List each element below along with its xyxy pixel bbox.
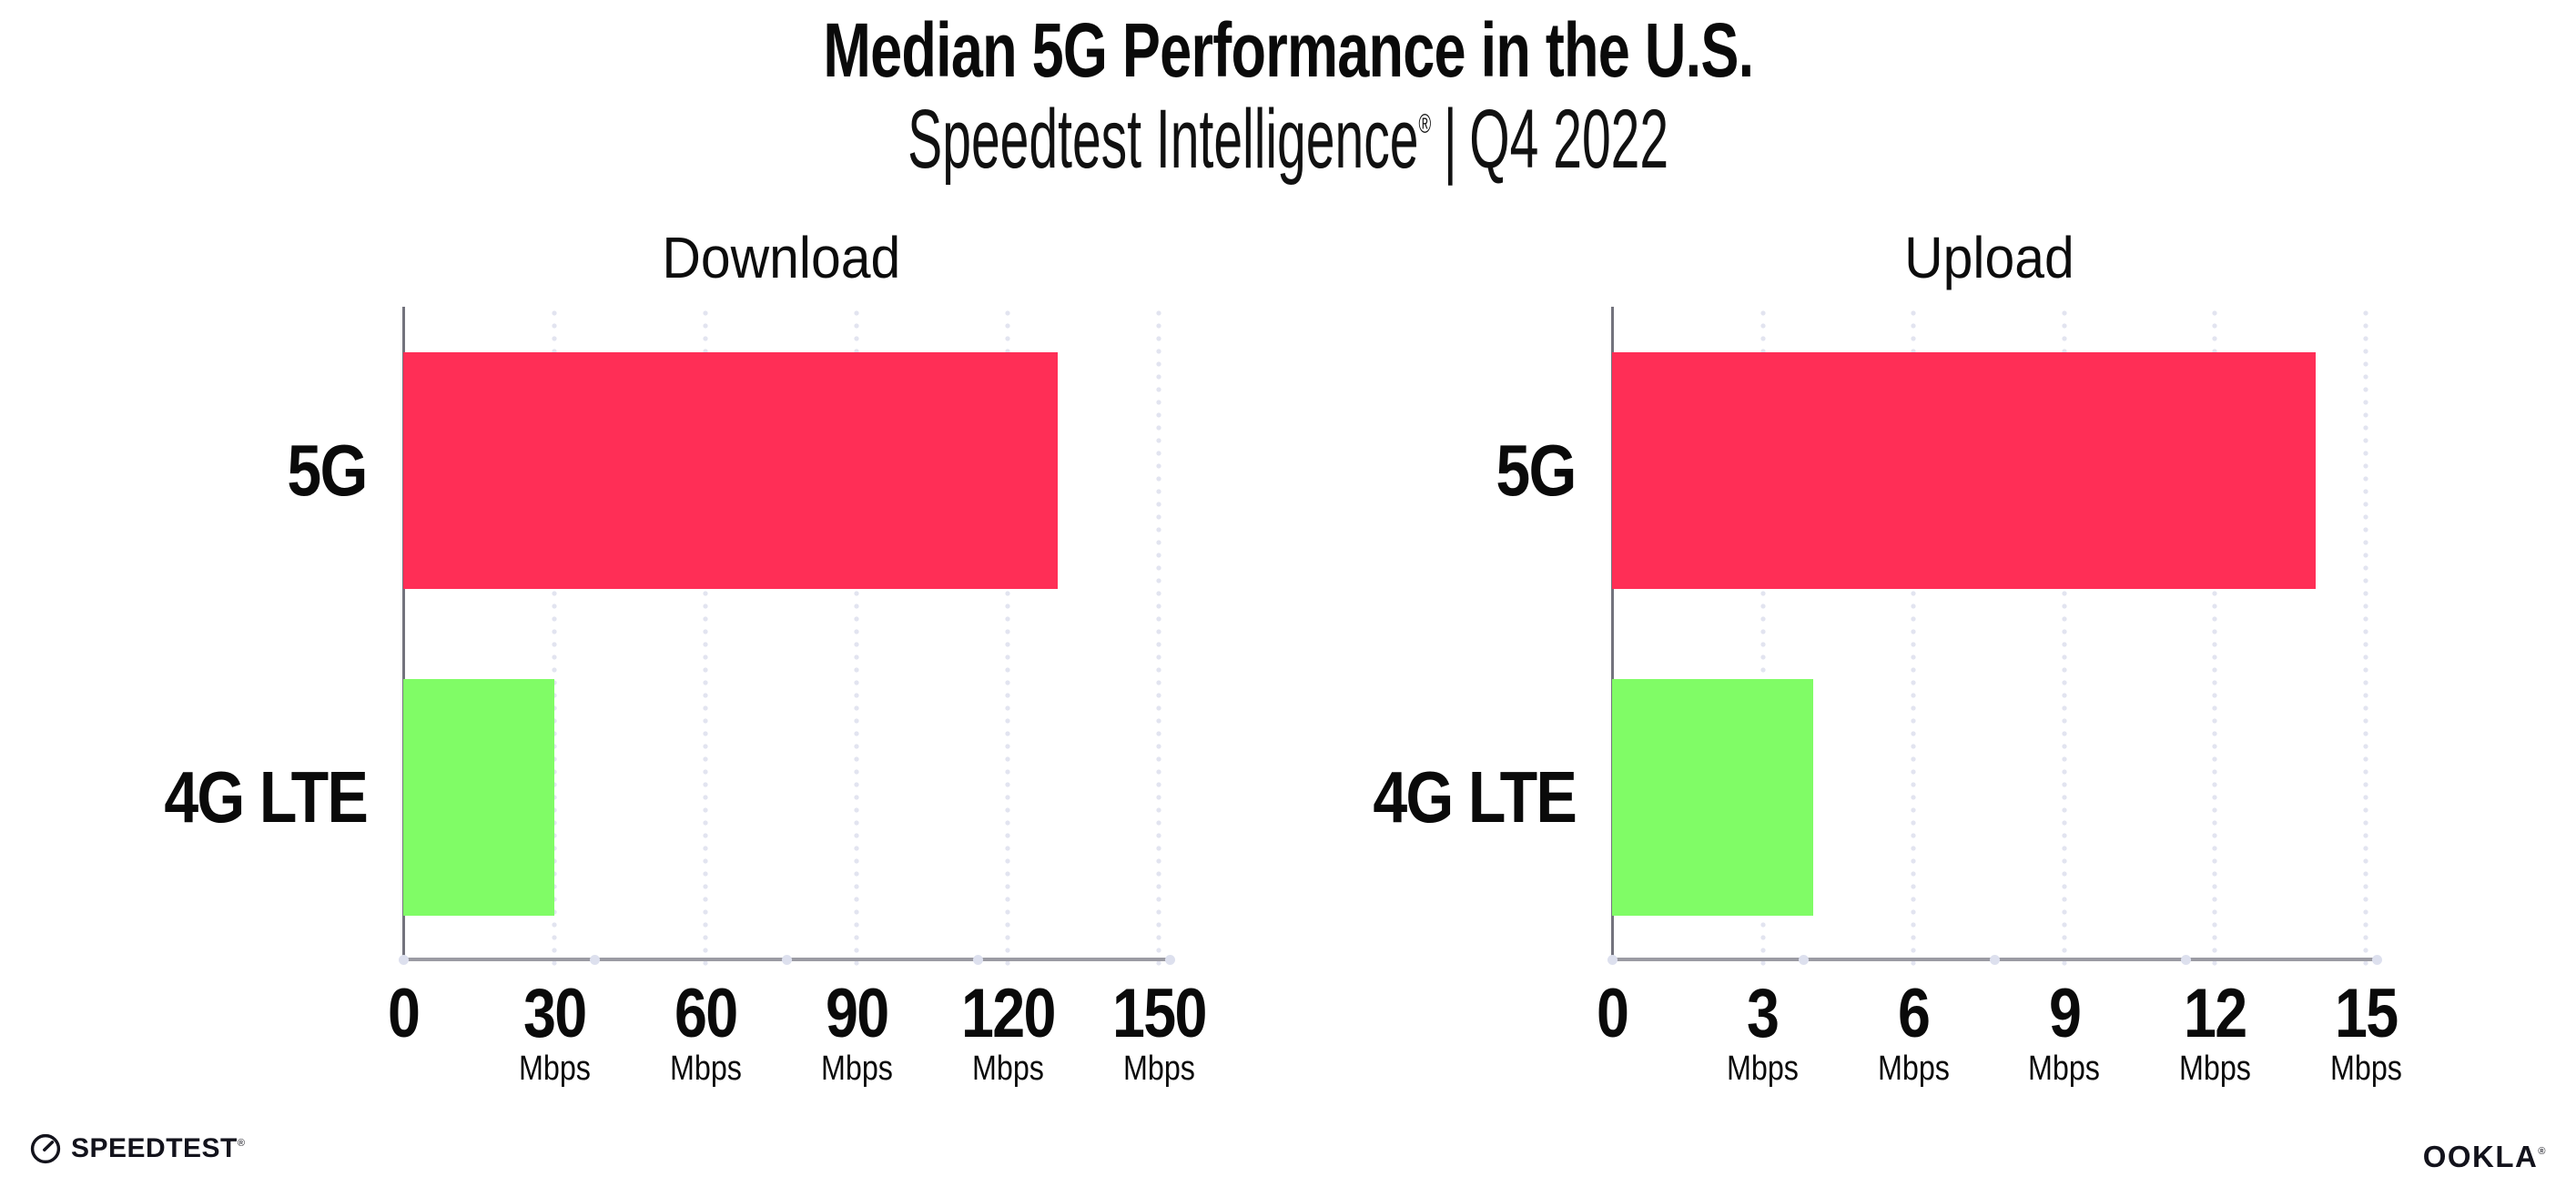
x-tick-unit: Mbps — [2178, 1050, 2251, 1088]
ookla-wordmark: OOKLA — [2422, 1140, 2539, 1173]
upload-chart-title: Upload — [1903, 225, 2074, 290]
bar-5g-download — [403, 352, 1059, 589]
page-subtitle: Speedtest Intelligence® | Q4 2022 — [0, 93, 2576, 186]
x-tick-value: 150 — [1111, 975, 1207, 1052]
x-tick-unit: Mbps — [1727, 1050, 1800, 1088]
x-tick-unit: Mbps — [518, 1050, 591, 1088]
speedtest-reg-mark: ® — [237, 1138, 246, 1149]
gridline-9-mbps — [2061, 307, 2067, 972]
speedometer-gauge-icon — [29, 1132, 62, 1165]
axis-quarter-marker-dot — [1798, 954, 1809, 965]
category-label-4g-lte: 4G LTE — [1373, 756, 1577, 837]
x-tick-unit: Mbps — [1877, 1050, 1950, 1088]
gridline-120-mbps — [1005, 307, 1010, 972]
gridline-15-mbps — [2363, 307, 2368, 972]
x-tick-value: 0 — [1596, 975, 1629, 1052]
x-tick-unit: Mbps — [2329, 1050, 2402, 1088]
download-chart-title: Download — [662, 225, 900, 290]
x-tick-label-12: 12 Mbps — [2078, 975, 2351, 1088]
x-tick-unit: Mbps — [669, 1050, 742, 1088]
x-tick-value: 12 — [2184, 975, 2247, 1052]
x-tick-label-0: 0 — [267, 979, 540, 1049]
axis-quarter-marker-dot — [398, 954, 409, 965]
gridline-60-mbps — [703, 307, 708, 972]
registered-trademark-mark: ® — [1418, 109, 1432, 139]
gridline-6-mbps — [1911, 307, 1917, 972]
gridline-30-mbps — [552, 307, 557, 972]
x-tick-label-15: 15 Mbps — [2229, 975, 2502, 1088]
gridline-3-mbps — [1760, 307, 1766, 972]
x-tick-unit: Mbps — [971, 1050, 1044, 1088]
x-tick-value: 0 — [387, 975, 421, 1052]
gridline-12-mbps — [2212, 307, 2218, 972]
x-tick-label-30: 30 Mbps — [418, 975, 691, 1088]
page-title: Median 5G Performance in the U.S. — [0, 9, 2576, 92]
x-tick-unit: Mbps — [820, 1050, 893, 1088]
category-label-4g-lte: 4G LTE — [164, 756, 368, 837]
subtitle-product: Speedtest Intelligence — [908, 93, 1419, 186]
x-tick-value: 120 — [960, 975, 1056, 1052]
ookla-logo: OOKLA® — [2423, 1140, 2547, 1174]
x-tick-label-0: 0 — [1476, 979, 1749, 1049]
page-title-text: Median 5G Performance in the U.S. — [822, 7, 1754, 93]
axis-quarter-marker-dot — [1164, 954, 1175, 965]
axis-quarter-marker-dot — [590, 954, 600, 965]
x-tick-value: 6 — [1898, 975, 1931, 1052]
subtitle-separator: | — [1443, 93, 1457, 186]
axis-quarter-marker-dot — [1607, 954, 1618, 965]
axis-quarter-marker-dot — [2371, 954, 2382, 965]
axis-quarter-marker-dot — [2180, 954, 2191, 965]
y-axis-line — [1610, 307, 1614, 958]
x-tick-label-60: 60 Mbps — [569, 975, 842, 1088]
x-tick-value: 60 — [674, 975, 738, 1052]
x-tick-unit: Mbps — [1122, 1050, 1195, 1088]
x-tick-value: 90 — [825, 975, 889, 1052]
x-tick-value: 15 — [2334, 975, 2399, 1052]
gridline-90-mbps — [854, 307, 859, 972]
x-tick-value: 9 — [2048, 975, 2082, 1052]
speedtest-logo: SPEEDTEST® — [29, 1132, 245, 1165]
x-tick-label-90: 90 Mbps — [720, 975, 993, 1088]
y-axis-line — [401, 307, 405, 958]
x-tick-unit: Mbps — [2028, 1050, 2101, 1088]
category-label-5g: 5G — [287, 430, 369, 511]
x-tick-label-6: 6 Mbps — [1777, 975, 2050, 1088]
ookla-reg-mark: ® — [2538, 1146, 2547, 1157]
bar-5g-upload — [1612, 352, 2316, 589]
x-tick-label-3: 3 Mbps — [1627, 975, 1900, 1088]
subtitle-period: Q4 2022 — [1469, 93, 1668, 186]
axis-quarter-marker-dot — [973, 954, 983, 965]
bar-4g-lte-download — [403, 679, 554, 916]
x-tick-label-150: 150 Mbps — [1022, 975, 1295, 1088]
category-label-5g: 5G — [1496, 430, 1577, 511]
x-tick-value: 3 — [1747, 975, 1780, 1052]
axis-quarter-marker-dot — [1989, 954, 2000, 965]
x-tick-value: 30 — [522, 975, 587, 1052]
gridline-150-mbps — [1156, 307, 1161, 972]
speedtest-wordmark: SPEEDTEST® — [71, 1133, 246, 1163]
x-tick-label-9: 9 Mbps — [1928, 975, 2201, 1088]
bar-4g-lte-upload — [1612, 679, 1813, 916]
x-tick-label-120: 120 Mbps — [871, 975, 1144, 1088]
axis-quarter-marker-dot — [781, 954, 792, 965]
